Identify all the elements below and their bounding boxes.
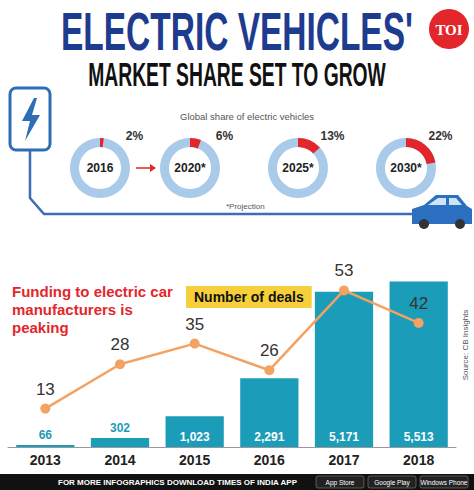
svg-text:2030*: 2030*: [390, 161, 422, 175]
svg-text:35: 35: [185, 315, 204, 334]
svg-text:2014: 2014: [104, 452, 135, 468]
svg-text:ELECTRIC VEHICLES': ELECTRIC VEHICLES': [61, 0, 413, 61]
svg-text:FOR MORE INFOGRAPHICS DOWNLOAD: FOR MORE INFOGRAPHICS DOWNLOAD TIMES OF …: [58, 478, 298, 487]
svg-text:5,513: 5,513: [404, 430, 434, 444]
svg-text:2016: 2016: [254, 452, 285, 468]
svg-text:302: 302: [110, 421, 130, 435]
svg-text:5,171: 5,171: [329, 430, 359, 444]
svg-text:Number of deals: Number of deals: [194, 289, 304, 305]
svg-text:Source: CB Insights: Source: CB Insights: [461, 310, 470, 381]
svg-text:13%: 13%: [320, 129, 344, 143]
svg-text:2,291: 2,291: [254, 430, 284, 444]
svg-text:Funding to electric car: Funding to electric car: [12, 283, 177, 300]
svg-text:manufacturers is: manufacturers is: [12, 301, 137, 318]
svg-text:6%: 6%: [216, 129, 234, 143]
svg-text:2018: 2018: [403, 452, 434, 468]
svg-text:13: 13: [36, 380, 55, 399]
svg-text:26: 26: [260, 341, 279, 360]
svg-text:2%: 2%: [126, 129, 144, 143]
svg-text:Windows Phone: Windows Phone: [421, 479, 468, 486]
svg-text:2020*: 2020*: [174, 161, 206, 175]
svg-text:22%: 22%: [428, 129, 452, 143]
svg-text:66: 66: [39, 428, 53, 442]
svg-text:Global share of electric vehic: Global share of electric vehicles: [180, 111, 314, 122]
svg-text:App Store: App Store: [326, 479, 355, 487]
svg-text:42: 42: [409, 294, 428, 313]
svg-text:2025*: 2025*: [282, 161, 314, 175]
svg-text:*Projection: *Projection: [226, 202, 265, 211]
svg-text:28: 28: [111, 335, 130, 354]
svg-text:2016: 2016: [87, 161, 114, 175]
svg-text:2013: 2013: [30, 452, 61, 468]
svg-text:Google Play: Google Play: [374, 479, 410, 487]
svg-text:peaking: peaking: [12, 319, 69, 336]
svg-text:2015: 2015: [179, 452, 210, 468]
svg-text:53: 53: [335, 261, 354, 280]
svg-text:TOI: TOI: [435, 22, 462, 38]
svg-text:1,023: 1,023: [180, 430, 210, 444]
svg-text:MARKET SHARE SET TO GROW: MARKET SHARE SET TO GROW: [88, 57, 386, 94]
svg-text:2017: 2017: [328, 452, 359, 468]
